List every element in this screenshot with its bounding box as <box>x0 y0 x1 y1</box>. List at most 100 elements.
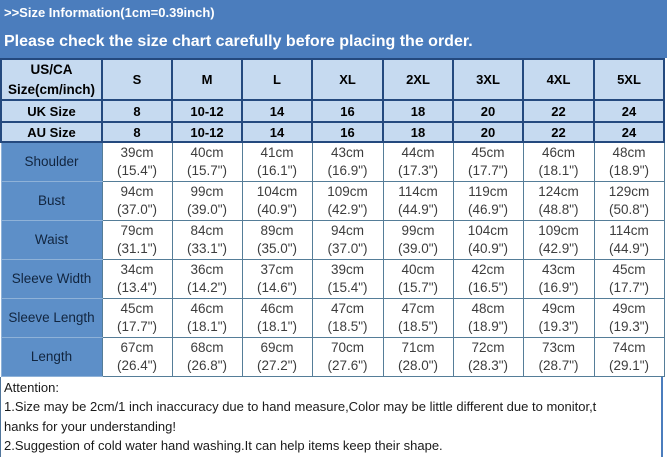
cm-value: 69cm <box>260 339 294 355</box>
inch-value: (44.9") <box>397 201 439 217</box>
measurement-value-cell: 72cm (28.3") <box>452 336 524 377</box>
size-info-title: >>Size Information(1cm=0.39inch) <box>4 5 215 20</box>
region-size-value-cell: 24 <box>593 121 665 144</box>
measurement-value-cell: 37cm (14.6") <box>241 258 313 299</box>
inch-value: (28.3") <box>467 357 509 373</box>
inch-value: (18.9") <box>467 318 509 334</box>
cm-value: 89cm <box>260 222 294 238</box>
region-size-value-cell: 22 <box>522 99 595 124</box>
cm-value: 72cm <box>471 339 505 355</box>
inch-value: (48.8") <box>538 201 579 217</box>
attention-section: Attention: 1.Size may be 2cm/1 inch inac… <box>0 376 663 457</box>
inch-value: (18.5") <box>327 318 368 334</box>
cm-value: 46cm <box>541 144 575 160</box>
cm-value: 109cm <box>538 222 579 238</box>
measurement-value-cell: 46cm (18.1") <box>171 297 243 338</box>
measurement-value-cell: 70cm (27.6") <box>311 336 384 377</box>
inch-value: (16.5") <box>467 279 509 295</box>
cm-value: 37cm <box>260 261 294 277</box>
inch-value: (42.9") <box>327 201 368 217</box>
region-size-value-cell: 16 <box>311 99 384 124</box>
inch-value: (17.7") <box>608 279 650 295</box>
measurement-value-cell: 73cm (28.7") <box>522 336 595 377</box>
cm-value: 129cm <box>608 183 650 199</box>
region-size-row: AU Size 8 10-12 14 16 18 20 22 24 <box>0 121 665 144</box>
cm-value: 40cm <box>401 261 435 277</box>
inch-value: (14.2") <box>186 279 228 295</box>
cm-value: 47cm <box>330 300 364 316</box>
cm-value: 36cm <box>190 261 224 277</box>
size-column-header-s: S <box>101 57 173 102</box>
measurement-value-cell: 34cm (13.4") <box>101 258 173 299</box>
measurement-value-cell: 49cm (19.3") <box>522 297 595 338</box>
measurement-value-cell: 99cm (39.0") <box>382 219 454 260</box>
measurement-value-cell: 109cm (42.9") <box>522 219 595 260</box>
inch-value: (39.0") <box>397 240 439 256</box>
attention-line: hanks for your understanding! <box>4 418 176 434</box>
measurement-value-cell: 104cm (40.9") <box>241 180 313 221</box>
inch-value: (28.0") <box>397 357 439 373</box>
measurement-value-cell: 47cm (18.5") <box>382 297 454 338</box>
cm-value: 114cm <box>398 183 438 199</box>
inch-value: (18.5") <box>397 318 439 334</box>
measurement-value-cell: 104cm (40.9") <box>452 219 524 260</box>
measurement-value-cell: 44cm (17.3") <box>382 141 454 182</box>
measurement-value-cell: 124cm (48.8") <box>522 180 595 221</box>
inch-value: (46.9") <box>467 201 509 217</box>
inch-value: (40.9") <box>256 201 298 217</box>
cm-value: 45cm <box>120 300 154 316</box>
cm-value: 34cm <box>120 261 154 277</box>
cm-value: 46cm <box>190 300 224 316</box>
cm-value: 94cm <box>120 183 154 199</box>
region-size-value-cell: 18 <box>382 99 454 124</box>
inch-value: (27.2") <box>256 357 298 373</box>
inch-value: (33.1") <box>186 240 228 256</box>
measurement-value-cell: 94cm (37.0") <box>311 219 384 260</box>
cm-value: 41cm <box>260 144 294 160</box>
cm-value: 43cm <box>541 261 575 277</box>
cm-value: 48cm <box>471 300 505 316</box>
measurement-value-cell: 68cm (26.8") <box>171 336 243 377</box>
measurement-value-cell: 46cm (18.1") <box>522 141 595 182</box>
measurement-value-cell: 114cm (44.9") <box>593 219 665 260</box>
measurement-row: Sleeve Length 45cm (17.7") 46cm (18.1") 46cm (… <box>0 297 665 338</box>
cm-value: 73cm <box>541 339 575 355</box>
cm-value: 99cm <box>190 183 224 199</box>
measurement-label-bust: Bust <box>0 180 103 221</box>
inch-value: (16.9") <box>538 279 579 295</box>
inch-value: (26.4") <box>116 357 158 373</box>
inch-value: (26.8") <box>186 357 228 373</box>
cm-value: 42cm <box>471 261 505 277</box>
inch-value: (16.1") <box>256 162 298 178</box>
attention-line: 2.Suggestion of cold water hand washing.… <box>4 438 443 454</box>
inch-value: (18.9") <box>608 162 650 178</box>
attention-line: 1.Size may be 2cm/1 inch inaccuracy due … <box>4 399 597 415</box>
cm-value: 119cm <box>468 183 508 199</box>
measurement-label-sleeve-width: Sleeve Width <box>0 258 103 299</box>
cm-value: 71cm <box>401 339 435 355</box>
measurement-value-cell: 40cm (15.7") <box>171 141 243 182</box>
inch-value: (19.3") <box>538 318 579 334</box>
inch-value: (29.1") <box>608 357 650 373</box>
inch-value: (18.1") <box>186 318 228 334</box>
region-size-value-cell: 18 <box>382 121 454 144</box>
measurement-value-cell: 46cm (18.1") <box>241 297 313 338</box>
measurement-label-shoulder: Shoulder <box>0 141 103 182</box>
au-size-label: AU Size <box>0 121 103 144</box>
inch-value: (44.9") <box>608 240 650 256</box>
cm-value: 67cm <box>120 339 154 355</box>
cm-value: 45cm <box>471 144 505 160</box>
measurement-value-cell: 129cm (50.8") <box>593 180 665 221</box>
measurement-value-cell: 74cm (29.1") <box>593 336 665 377</box>
measurement-value-cell: 43cm (16.9") <box>522 258 595 299</box>
inch-value: (31.1") <box>116 240 158 256</box>
cm-value: 48cm <box>612 144 646 160</box>
cm-value: 70cm <box>330 339 364 355</box>
inch-value: (15.4") <box>327 279 368 295</box>
inch-value: (40.9") <box>467 240 509 256</box>
size-column-header-3xl: 3XL <box>452 57 524 102</box>
inch-value: (37.0") <box>116 201 158 217</box>
measurement-value-cell: 41cm (16.1") <box>241 141 313 182</box>
inch-value: (17.7") <box>116 318 158 334</box>
